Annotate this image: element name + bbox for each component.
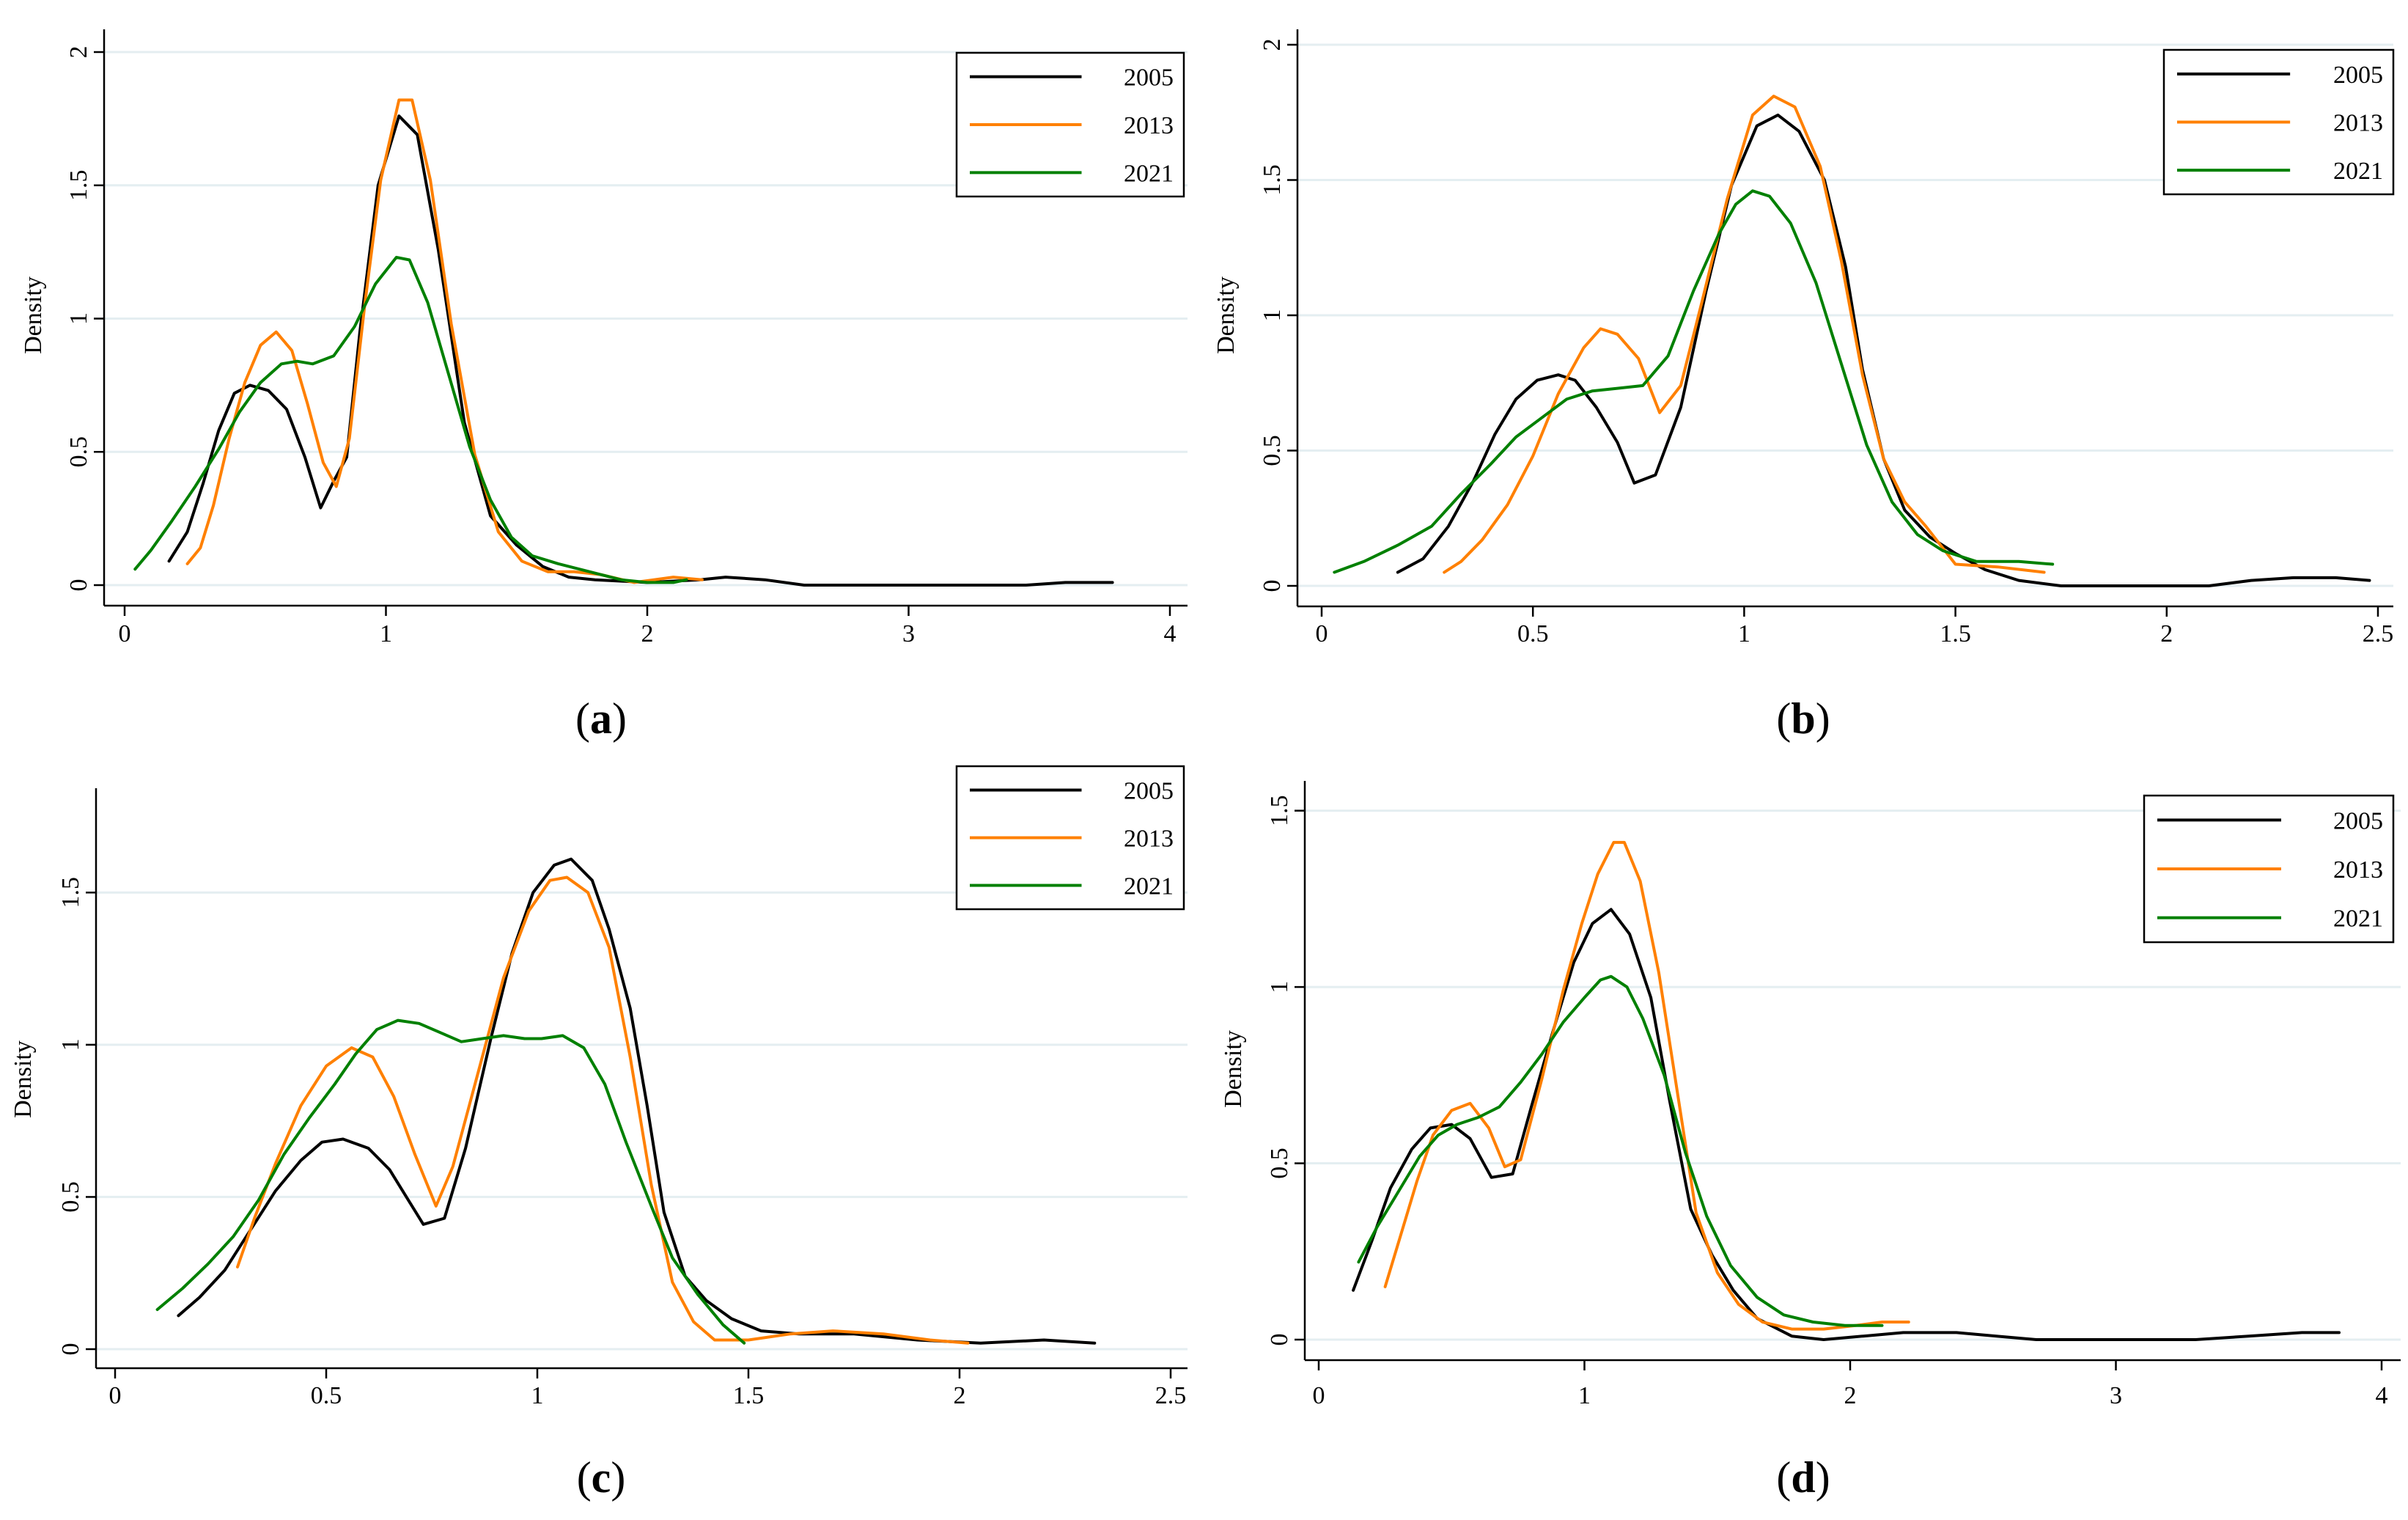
legend-label-2021: 2021 (2333, 158, 2383, 185)
x-tick-label: 0 (109, 1382, 122, 1409)
legend-label-2005: 2005 (2333, 807, 2383, 834)
y-tick-label: 0 (1259, 580, 1286, 592)
x-tick-label: 3 (2110, 1382, 2122, 1409)
x-tick-label: 1 (1578, 1382, 1591, 1409)
y-tick-label: 1 (1259, 309, 1286, 322)
y-tick-label: 1.5 (1266, 795, 1293, 826)
x-tick-label: 2 (641, 620, 654, 647)
legend: 2005 2013 2021 (2143, 794, 2395, 944)
legend-label-2013: 2013 (1124, 826, 1174, 853)
legend-label-2013: 2013 (2333, 856, 2383, 884)
series-line-2013 (185, 98, 704, 584)
series-line-2021 (133, 255, 688, 584)
legend-label-2013: 2013 (2333, 110, 2383, 137)
chart-panel-b: 0 0.5 1 1.5 2 0 0.5 1 1.5 2 2.5 Density 2005 2013 2021… (1212, 29, 2395, 743)
y-tick-label: 0.5 (1266, 1148, 1293, 1179)
x-tick-label: 0.5 (1517, 620, 1549, 647)
x-tick-label: 1 (380, 620, 392, 647)
series-line-2013 (1443, 95, 2046, 574)
series-line-2021 (1357, 974, 1884, 1327)
legend: 2005 2013 2021 (2162, 48, 2395, 196)
x-tick-label: 2 (954, 1382, 966, 1409)
y-tick-label: 0.5 (65, 436, 92, 468)
y-tick-label: 1.5 (1259, 164, 1286, 196)
legend-label-2021: 2021 (2333, 906, 2383, 933)
y-tick-label: 0 (65, 579, 92, 592)
x-tick-label: 2.5 (1155, 1382, 1187, 1409)
legend: 2005 2013 2021 (955, 51, 1185, 198)
x-tick-label: 3 (902, 620, 915, 647)
x-tick-label: 2 (2160, 620, 2173, 647)
x-tick-label: 0 (119, 620, 131, 647)
legend-label-2021: 2021 (1124, 873, 1174, 900)
series-line-2005 (1396, 113, 2371, 587)
series-line-2013 (1383, 840, 1910, 1331)
y-tick-label: 0 (1266, 1334, 1293, 1346)
legend-label-2005: 2005 (2333, 62, 2383, 89)
y-tick-label: 0.5 (1259, 435, 1286, 466)
panel-caption: (a) (575, 694, 627, 743)
y-tick-label: 2 (65, 46, 92, 59)
x-tick-label: 1 (531, 1382, 544, 1409)
chart-panel-a: 0 0.5 1 1.5 2 0 1 2 3 4 Density 2005 2013 2021 (a) (20, 29, 1188, 743)
panel-caption: (b) (1776, 694, 1830, 743)
y-tick-label: 1 (1266, 981, 1293, 994)
legend-label-2005: 2005 (1124, 778, 1174, 805)
y-axis-title: Density (10, 1040, 37, 1118)
x-tick-label: 0.5 (311, 1382, 342, 1409)
y-tick-label: 0.5 (57, 1181, 84, 1213)
x-tick-label: 0 (1316, 620, 1328, 647)
y-tick-label: 0 (57, 1343, 84, 1356)
y-axis-title: Density (1220, 1030, 1247, 1108)
x-tick-label: 2.5 (2363, 620, 2394, 647)
y-axis-title: Density (1212, 276, 1240, 354)
series-line-2005 (1352, 908, 2341, 1341)
panel-caption: (c) (577, 1453, 626, 1502)
y-tick-label: 1.5 (65, 170, 92, 202)
legend-label-2005: 2005 (1124, 65, 1174, 92)
series-line-2021 (155, 1018, 746, 1345)
series-line-2005 (177, 857, 1097, 1345)
legend-label-2021: 2021 (1124, 160, 1174, 187)
chart-panel-c: 0 0.5 1 1.5 0 0.5 1 1.5 2 2.5 Density 2005 2013 2021 (… (10, 765, 1188, 1502)
x-tick-label: 4 (2376, 1382, 2388, 1409)
y-tick-label: 2 (1259, 39, 1286, 51)
x-tick-label: 1.5 (733, 1382, 765, 1409)
y-axis-title: Density (20, 276, 47, 354)
legend-label-2013: 2013 (1124, 112, 1174, 139)
x-tick-label: 1.5 (1940, 620, 1971, 647)
y-tick-label: 1 (65, 312, 92, 325)
x-tick-label: 1 (1738, 620, 1750, 647)
series-line-2021 (1333, 189, 2055, 574)
x-tick-label: 0 (1313, 1382, 1325, 1409)
x-tick-label: 2 (1844, 1382, 1857, 1409)
panel-caption: (d) (1776, 1453, 1830, 1502)
y-tick-label: 1 (57, 1038, 84, 1051)
legend: 2005 2013 2021 (955, 765, 1185, 911)
chart-panel-d: 0 0.5 1 1.5 0 1 2 3 4 Density 2005 2013 2021 (d) (1220, 781, 2401, 1502)
series-line-2013 (236, 875, 970, 1345)
x-tick-label: 4 (1164, 620, 1177, 647)
y-tick-label: 1.5 (57, 877, 84, 908)
